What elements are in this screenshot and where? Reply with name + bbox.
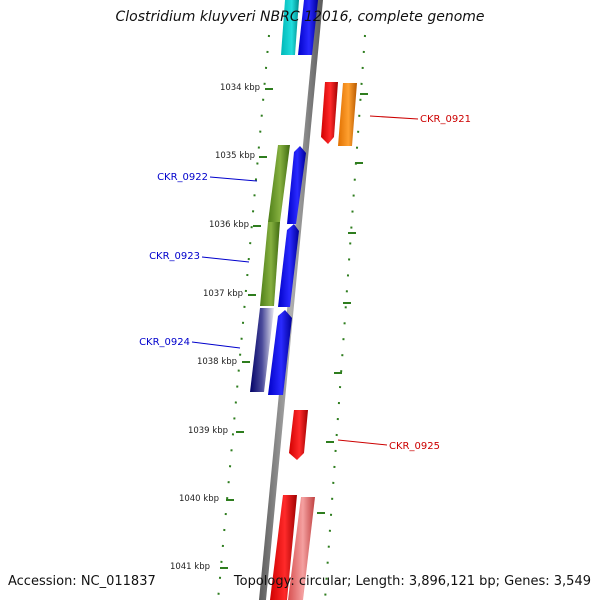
gene-label-ckr-0923: CKR_0923 xyxy=(149,251,200,262)
leader-ckr-0925 xyxy=(337,439,388,446)
gene-ckr-0922-blue xyxy=(287,146,306,224)
accession-label: Accession: NC_011837 xyxy=(8,574,156,589)
gene-label-ckr-0922: CKR_0922 xyxy=(157,172,208,183)
gene-ckr-0924-blue xyxy=(268,310,292,395)
gene-ckr-0923-blue xyxy=(278,224,299,307)
gene-ckr-0921-red xyxy=(321,82,338,144)
leader-ckr-0921 xyxy=(369,115,419,120)
gene-labels: CKR_0921 CKR_0922 CKR_0923 CKR_0924 CKR_… xyxy=(139,114,471,452)
gene-ckr-0922-olive xyxy=(268,145,290,222)
ruler-label: 1038 kbp xyxy=(197,357,237,367)
ruler-label: 1041 kbp xyxy=(170,562,210,572)
ruler-label: 1036 kbp xyxy=(209,220,249,230)
genome-backbone xyxy=(259,0,323,600)
gene-bottom-pink xyxy=(288,497,315,600)
genome-summary: Topology: circular; Length: 3,896,121 bp… xyxy=(233,574,591,589)
map-title: Clostridium kluyveri NBRC 12016, complet… xyxy=(115,9,485,25)
gene-forward-blue-top xyxy=(298,0,318,55)
ruler-labels: 1034 kbp 1035 kbp 1036 kbp 1037 kbp 1038… xyxy=(170,83,260,572)
ruler-label: 1040 kbp xyxy=(179,494,219,504)
gene-ckr-0925-red xyxy=(289,410,308,460)
leader-ckr-0922 xyxy=(209,176,258,182)
major-ticks-outer xyxy=(317,93,368,514)
gene-label-ckr-0924: CKR_0924 xyxy=(139,337,190,348)
gene-label-ckr-0925: CKR_0925 xyxy=(389,441,440,452)
leader-ckr-0924 xyxy=(191,341,241,349)
gene-forward-cyan xyxy=(281,0,299,55)
gene-bottom-red xyxy=(270,495,297,600)
ruler-label: 1034 kbp xyxy=(220,83,260,93)
ruler-label: 1037 kbp xyxy=(203,289,243,299)
leader-ckr-0923 xyxy=(201,256,250,263)
gene-label-ckr-0921: CKR_0921 xyxy=(420,114,471,125)
major-ticks xyxy=(220,88,273,569)
ruler-label: 1035 kbp xyxy=(215,151,255,161)
ruler-label: 1039 kbp xyxy=(188,426,228,436)
gene-ckr-0921-orange xyxy=(338,83,357,146)
gene-ckr-0924-navy xyxy=(250,308,274,392)
gene-ckr-0923-olive xyxy=(260,222,280,306)
